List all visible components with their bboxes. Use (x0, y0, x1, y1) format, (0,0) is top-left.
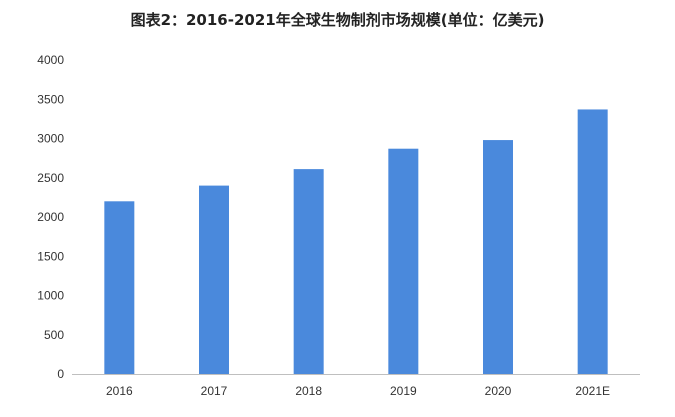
y-tick-label: 4000 (37, 53, 64, 67)
x-axis-labels: 2016 2017 2018 2019 2020 2021E (106, 384, 610, 398)
bar-2021E (577, 109, 608, 374)
bar-2017 (199, 185, 229, 374)
x-tick-label: 2019 (390, 384, 417, 398)
bars (104, 109, 608, 374)
y-tick-label: 3000 (37, 132, 64, 146)
y-tick-label: 1500 (37, 249, 64, 263)
x-tick-label: 2020 (485, 384, 512, 398)
y-tick-label: 2500 (37, 171, 64, 185)
y-tick-label: 0 (57, 367, 64, 381)
x-tick-label: 2016 (106, 384, 133, 398)
x-tick-label: 2017 (201, 384, 228, 398)
x-tick-label: 2021E (575, 384, 610, 398)
y-tick-label: 500 (44, 328, 64, 342)
y-tick-label: 2000 (37, 210, 64, 224)
y-tick-label: 3500 (37, 92, 64, 106)
bar-2018 (293, 169, 324, 374)
y-tick-label: 1000 (37, 289, 64, 303)
x-tick-label: 2018 (295, 384, 322, 398)
chart-title: 图表2：2016-2021年全球生物制剂市场规模(单位：亿美元) (130, 11, 545, 29)
bar-2020 (483, 140, 513, 374)
y-axis-ticks: 0 500 1000 1500 2000 2500 3000 3500 4000 (37, 53, 64, 381)
bar-2016 (104, 201, 135, 374)
bar-2019 (388, 148, 419, 374)
